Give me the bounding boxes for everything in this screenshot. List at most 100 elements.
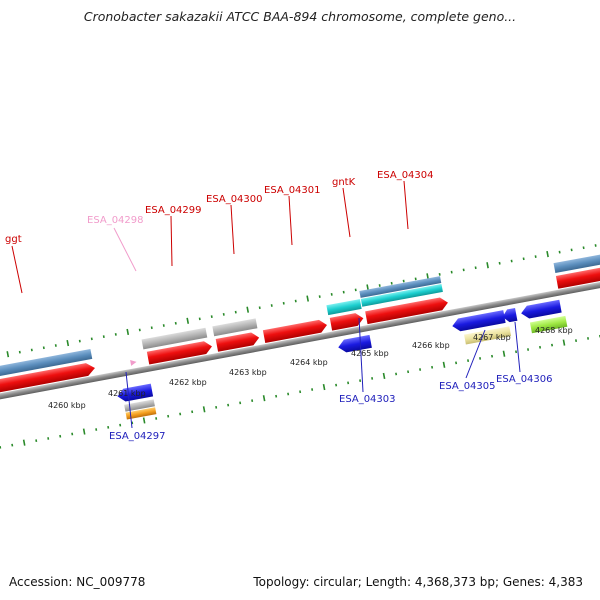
scale-tick-minor — [407, 370, 410, 374]
gene-arrow-gntk[interactable] — [329, 312, 365, 331]
gene-label-esa-04304[interactable]: ESA_04304 — [377, 170, 434, 181]
gene-arrow-esa-04300[interactable] — [215, 331, 261, 352]
scale-tick-minor — [438, 272, 441, 276]
scale-tick-minor — [155, 417, 158, 420]
scale-tick-minor — [594, 244, 597, 247]
scale-tick-minor — [450, 270, 453, 274]
scale-tick-minor — [198, 317, 201, 321]
scale-tick-minor — [59, 434, 62, 438]
scale-tick-minor — [239, 401, 242, 405]
scale-tick-major — [426, 273, 429, 280]
gene-arrow-esa-04304[interactable] — [365, 296, 449, 325]
gene-arrow-ggt[interactable] — [0, 362, 96, 402]
scale-tick-minor — [330, 293, 333, 296]
gene-bar-gray-04297[interactable] — [124, 399, 155, 412]
scale-label: 4267 kbp — [473, 333, 511, 342]
forward-strand-genes — [0, 248, 600, 402]
scale-tick-major — [442, 361, 446, 368]
scale-tick-minor — [515, 350, 518, 354]
scale-tick-minor — [222, 313, 225, 316]
gene-arrow-small-blue[interactable] — [501, 307, 518, 323]
scale-tick-major — [382, 372, 386, 380]
gene-arrow-esa-04303[interactable] — [337, 334, 372, 354]
scale-tick-minor — [258, 306, 261, 310]
gene-bar-cyan-gntk[interactable] — [326, 299, 362, 316]
gene-arrow-esa-04299[interactable] — [146, 340, 213, 365]
scale-tick-major — [502, 350, 506, 357]
map-title: Cronobacter sakazakii ATCC BAA-894 chrom… — [83, 9, 517, 24]
gene-label-esa-04301[interactable]: ESA_04301 — [264, 185, 321, 196]
scale-tick-minor — [522, 257, 525, 261]
leader-esa-04301 — [288, 195, 293, 246]
leader-esa-04298 — [113, 227, 137, 272]
scale-tick-minor — [54, 344, 57, 347]
scale-tick-major — [486, 262, 489, 269]
scale-tick-minor — [347, 381, 350, 385]
scale-tick-minor — [18, 350, 21, 354]
scale-label: 4262 kbp — [169, 378, 207, 387]
gene-bar-cyan-04304[interactable] — [360, 283, 443, 307]
gene-arrow-right[interactable] — [555, 260, 600, 289]
scale-tick-major — [6, 351, 10, 358]
scale-tick-minor — [294, 299, 297, 303]
gene-label-esa-04305[interactable]: ESA_04305 — [439, 381, 496, 392]
scale-tick-minor — [455, 361, 458, 365]
scale-tick-minor — [102, 335, 105, 338]
gene-arrow-esa-04301[interactable] — [262, 319, 328, 344]
scale-tick-minor — [71, 432, 74, 436]
gene-bar-khaki-04305[interactable] — [464, 326, 512, 345]
gene-label-esa-04300[interactable]: ESA_04300 — [206, 194, 263, 205]
gene-label-esa-04297[interactable]: ESA_04297 — [109, 431, 166, 442]
gene-label-esa-04299[interactable]: ESA_04299 — [145, 205, 202, 216]
gene-arrow-esa-04297[interactable] — [116, 383, 154, 403]
scale-tick-minor — [179, 412, 182, 416]
scale-tick-minor — [35, 439, 38, 443]
scale-tick-minor — [342, 290, 345, 294]
gene-bar-steel[interactable] — [0, 349, 93, 386]
scale-label: 4260 kbp — [48, 401, 86, 410]
scale-tick-minor — [558, 250, 561, 254]
scale-label: 4268 kbp — [535, 326, 573, 335]
scale-tick-minor — [527, 348, 530, 351]
gene-label-ggt[interactable]: ggt — [5, 234, 22, 245]
scale-tick-major — [82, 428, 86, 435]
gene-arrow-esa-04305[interactable] — [451, 310, 506, 332]
scale-tick-minor — [0, 445, 2, 449]
scale-track-bottom — [0, 334, 600, 449]
scale-tick-minor — [402, 279, 405, 283]
scale-tick-major — [546, 251, 549, 258]
gene-bar-steel-04304[interactable] — [359, 276, 442, 298]
scale-label: 4263 kbp — [229, 368, 267, 377]
scale-tick-minor — [30, 348, 33, 352]
gene-bar-lime-04306[interactable] — [529, 315, 568, 334]
gene-bar-orange-04297[interactable] — [125, 407, 157, 420]
gene-bar-gray-04299[interactable] — [141, 327, 208, 350]
scale-tick-minor — [335, 383, 338, 387]
scale-tick-minor — [174, 321, 177, 325]
scale-tick-minor — [510, 259, 513, 263]
scale-tick-minor — [162, 324, 165, 327]
leader-esa-04297 — [125, 371, 133, 429]
gene-arrow-esa-04306[interactable] — [520, 299, 562, 320]
gene-arrow-esa-04298[interactable] — [130, 359, 137, 366]
leader-esa-04300 — [230, 204, 235, 255]
gene-label-gntk[interactable]: gntK — [332, 177, 356, 188]
gene-label-esa-04303[interactable]: ESA_04303 — [339, 394, 396, 405]
gene-label-esa-04298[interactable]: ESA_04298 — [87, 215, 144, 226]
leader-gntk — [342, 187, 351, 238]
scale-tick-minor — [282, 301, 285, 305]
leader-esa-04304 — [403, 180, 409, 230]
gene-label-esa-04306[interactable]: ESA_04306 — [496, 374, 553, 385]
scale-tick-minor — [215, 405, 218, 409]
scale-tick-minor — [311, 388, 314, 391]
scale-tick-minor — [150, 326, 153, 330]
scale-tick-minor — [270, 304, 273, 307]
scale-tick-minor — [251, 399, 254, 403]
scale-tick-major — [562, 339, 566, 346]
scale-tick-minor — [479, 357, 482, 360]
leader-esa-04303 — [358, 317, 364, 393]
gene-bar-steel-right[interactable] — [553, 248, 600, 274]
scale-tick-minor — [534, 255, 537, 258]
gene-bar-gray-04300[interactable] — [212, 318, 258, 337]
